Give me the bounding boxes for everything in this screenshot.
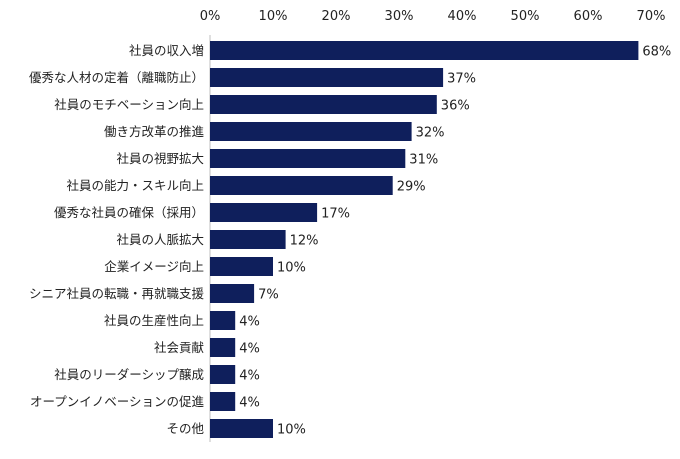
- x-tick-label: 30%: [385, 9, 414, 24]
- category-label: 社員の視野拡大: [116, 151, 204, 166]
- bar: [210, 230, 286, 249]
- category-label: 優秀な社員の確保（採用）: [54, 205, 204, 220]
- x-tick-label: 10%: [259, 9, 288, 24]
- x-tick-label: 0%: [200, 9, 221, 24]
- category-label: その他: [166, 421, 204, 436]
- x-tick-label: 70%: [637, 9, 666, 24]
- category-label: 社員のリーダーシップ醸成: [54, 367, 204, 382]
- bar: [210, 284, 255, 303]
- bar: [210, 149, 406, 168]
- value-label: 12%: [290, 234, 319, 249]
- bar: [210, 392, 236, 411]
- value-label: 31%: [409, 153, 438, 168]
- category-label: シニア社員の転職・再就職支援: [29, 286, 205, 301]
- x-tick-label: 40%: [448, 9, 477, 24]
- bar: [210, 257, 273, 276]
- value-label: 36%: [441, 99, 470, 114]
- category-label: オープンイノベーションの促進: [30, 394, 205, 409]
- bar: [210, 419, 273, 438]
- category-label: 社会貢献: [154, 340, 204, 355]
- bar: [210, 68, 444, 87]
- value-label: 7%: [258, 288, 279, 303]
- bar: [210, 122, 412, 141]
- value-label: 17%: [321, 207, 350, 222]
- bar: [210, 338, 236, 357]
- category-label: 働き方改革の推進: [104, 124, 205, 139]
- value-label: 4%: [239, 315, 260, 330]
- value-label: 4%: [239, 396, 260, 411]
- category-label: 優秀な人材の定着（離職防止）: [29, 70, 204, 85]
- value-label: 4%: [239, 369, 260, 384]
- category-label: 社員の能力・スキル向上: [66, 178, 204, 193]
- x-tick-label: 20%: [322, 9, 351, 24]
- category-label: 企業イメージ向上: [104, 259, 204, 274]
- category-label: 社員の生産性向上: [104, 313, 204, 328]
- value-label: 10%: [277, 261, 306, 276]
- category-label: 社員の人脈拡大: [116, 232, 204, 247]
- category-label: 社員のモチベーション向上: [54, 97, 204, 112]
- value-label: 68%: [642, 45, 671, 60]
- value-label: 32%: [416, 126, 445, 141]
- bar: [210, 41, 639, 60]
- bar: [210, 365, 236, 384]
- x-tick-label: 60%: [574, 9, 603, 24]
- value-label: 4%: [239, 342, 260, 357]
- bar: [210, 311, 236, 330]
- x-tick-label: 50%: [511, 9, 540, 24]
- value-label: 37%: [447, 72, 476, 87]
- value-label: 29%: [397, 180, 426, 195]
- category-label: 社員の収入増: [129, 43, 204, 58]
- bar: [210, 95, 437, 114]
- value-label: 10%: [277, 423, 306, 438]
- bar: [210, 176, 393, 195]
- bar: [210, 203, 318, 222]
